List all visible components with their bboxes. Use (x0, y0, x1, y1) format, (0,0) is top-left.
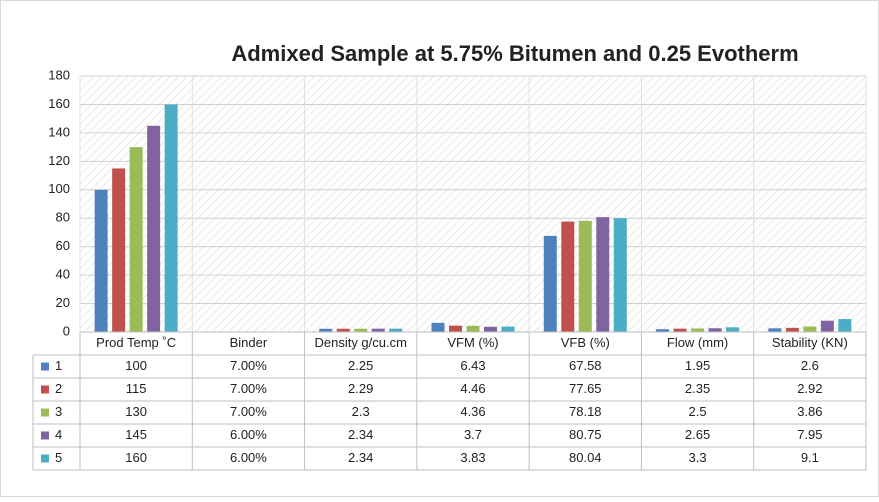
bar (709, 328, 722, 332)
y-tick-label: 40 (56, 267, 70, 282)
table-cell: 130 (125, 404, 147, 419)
table-cell: 2.34 (348, 450, 373, 465)
table-cell: 2.25 (348, 358, 373, 373)
bar (95, 190, 108, 332)
table-cell: 6.43 (460, 358, 485, 373)
table-cell: 2.34 (348, 427, 373, 442)
table-cell: 100 (125, 358, 147, 373)
table-cell: 7.00% (230, 381, 267, 396)
legend-swatch (41, 409, 49, 417)
x-tick-label: Prod Temp ˚C (96, 335, 176, 350)
table-cell: 2.5 (689, 404, 707, 419)
bar (165, 104, 178, 332)
x-tick-label: Binder (230, 335, 268, 350)
y-tick-label: 180 (48, 67, 70, 82)
bar (502, 327, 515, 332)
y-tick-label: 100 (48, 181, 70, 196)
bar (147, 126, 160, 332)
bar (821, 321, 834, 332)
bar (838, 319, 851, 332)
table-cell: 3.7 (464, 427, 482, 442)
table-cell: 67.58 (569, 358, 602, 373)
table-cell: 2.65 (685, 427, 710, 442)
table-cell: 2.92 (797, 381, 822, 396)
table-cell: 1.95 (685, 358, 710, 373)
x-tick-label: VFM (%) (447, 335, 498, 350)
bar (561, 222, 574, 332)
legend-label: 5 (55, 450, 62, 465)
legend-swatch (41, 386, 49, 394)
table-cell: 6.00% (230, 427, 267, 442)
bar (768, 328, 781, 332)
legend-label: 1 (55, 358, 62, 373)
x-tick-label: VFB (%) (561, 335, 610, 350)
table-cell: 78.18 (569, 404, 602, 419)
bar (726, 327, 739, 332)
table-cell: 7.95 (797, 427, 822, 442)
table-cell: 3.86 (797, 404, 822, 419)
legend-swatch (41, 363, 49, 371)
legend-swatch (41, 432, 49, 440)
table-cell: 160 (125, 450, 147, 465)
plot-area (80, 76, 866, 332)
table-cell: 145 (125, 427, 147, 442)
x-tick-label: Stability (KN) (772, 335, 848, 350)
legend-label: 4 (55, 427, 62, 442)
bar (674, 329, 687, 332)
legend-label: 3 (55, 404, 62, 419)
y-tick-label: 0 (63, 323, 70, 338)
y-tick-label: 60 (56, 238, 70, 253)
bar (786, 328, 799, 332)
y-tick-label: 160 (48, 96, 70, 111)
bar (130, 147, 143, 332)
bar (596, 217, 609, 332)
bar (112, 168, 125, 332)
table-cell: 3.83 (460, 450, 485, 465)
y-tick-label: 120 (48, 153, 70, 168)
bar (449, 326, 462, 332)
table-cell: 80.04 (569, 450, 602, 465)
table-cell: 2.35 (685, 381, 710, 396)
table-cell: 115 (126, 381, 147, 396)
y-tick-label: 20 (56, 295, 70, 310)
table-cell: 77.65 (569, 381, 602, 396)
table-cell: 2.3 (352, 404, 370, 419)
y-tick-label: 80 (56, 210, 70, 225)
table-cell: 7.00% (230, 404, 267, 419)
bar (467, 326, 480, 332)
bar (614, 218, 627, 332)
x-tick-label: Density g/cu.cm (314, 335, 406, 350)
table-cell: 6.00% (230, 450, 267, 465)
table-cell: 2.6 (801, 358, 819, 373)
bar (691, 328, 704, 332)
bar (579, 221, 592, 332)
bar (544, 236, 557, 332)
legend-label: 2 (55, 381, 62, 396)
table-cell: 7.00% (230, 358, 267, 373)
bar (803, 327, 816, 332)
table-cell: 9.1 (801, 450, 819, 465)
bar (432, 323, 445, 332)
y-tick-label: 140 (48, 124, 70, 139)
table-cell: 3.3 (689, 450, 707, 465)
chart-title: Admixed Sample at 5.75% Bitumen and 0.25… (231, 41, 798, 66)
table-cell: 4.36 (460, 404, 485, 419)
table-cell: 80.75 (569, 427, 602, 442)
legend-swatch (41, 455, 49, 463)
table-cell: 4.46 (460, 381, 485, 396)
table-cell: 2.29 (348, 381, 373, 396)
bar (484, 327, 497, 332)
x-tick-label: Flow (mm) (667, 335, 728, 350)
